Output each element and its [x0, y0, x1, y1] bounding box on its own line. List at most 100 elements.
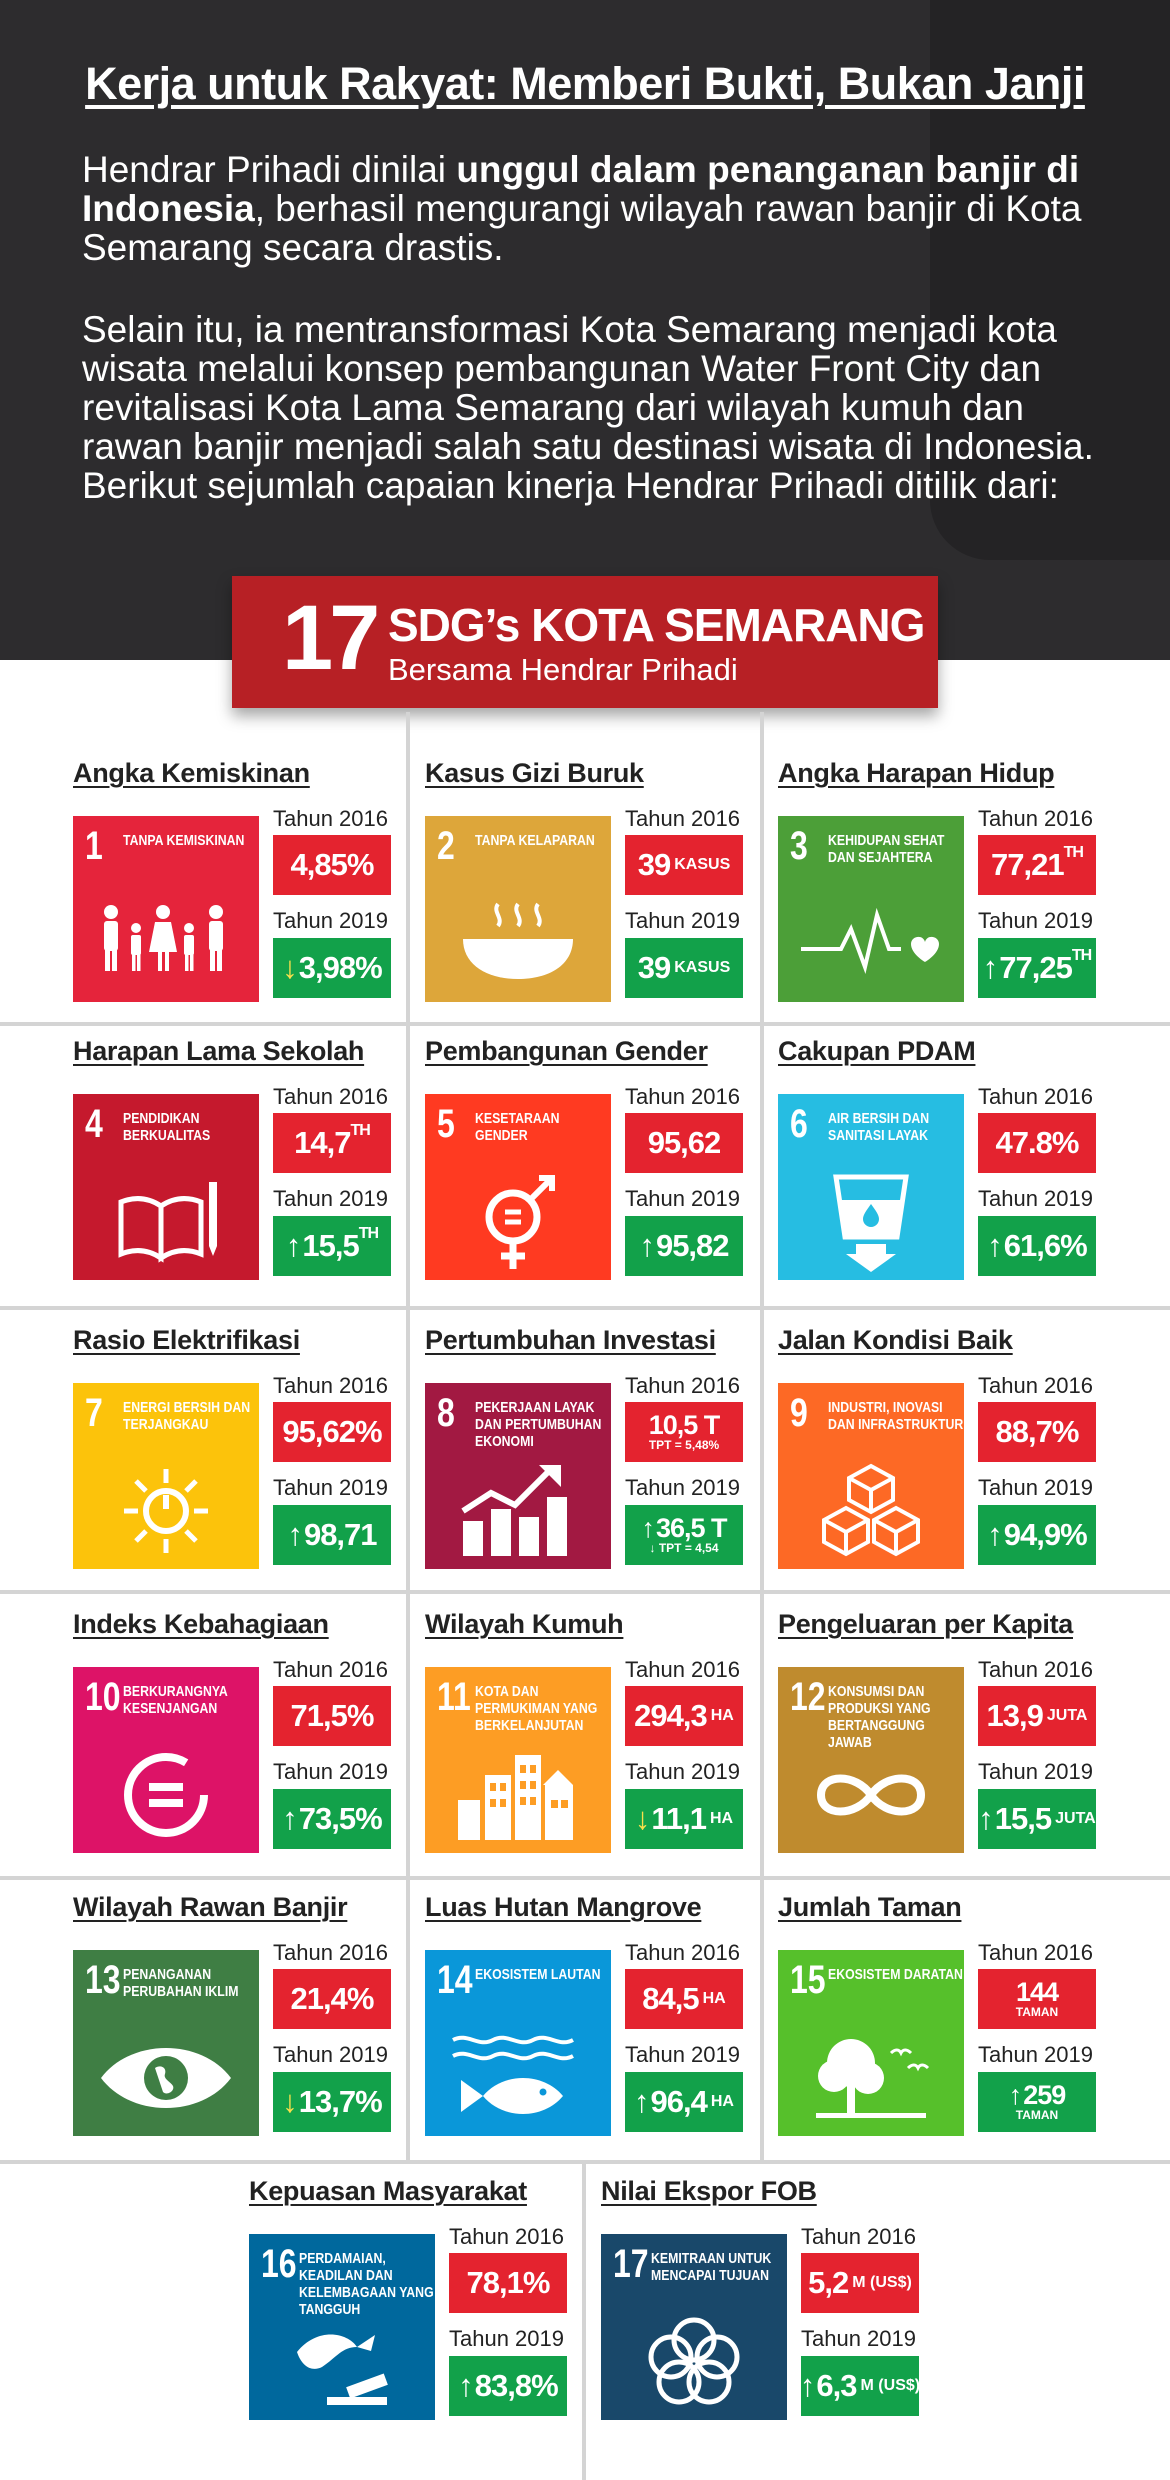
value-2016-badge: 14,7 TH [273, 1113, 391, 1173]
value-2016-note: TPT = 5,48% [648, 1438, 720, 1452]
trend-arrow: ↑ [641, 1513, 654, 1543]
indicator-title: Jumlah Taman [778, 1892, 962, 1922]
sdg-label: PENANGANAN PERUBAHAN IKLIM [123, 1966, 239, 2000]
value-2019-badge: ↑ 98,71 [273, 1505, 391, 1565]
value-2016: 5,2 [808, 2265, 849, 2300]
value-2019-badge: ↑ 6,3 M (US$) [799, 2356, 920, 2416]
sdg-label: KESETARAAN GENDER [475, 1110, 560, 1144]
indicator-card-jumlah-taman: Jumlah Taman 15 EKOSISTEM DARATAN Tahun … [778, 1892, 1118, 2162]
trend-arrow: ↑ [634, 2084, 649, 2119]
sdg-number: 15 [790, 1958, 826, 2002]
value-2019: 95,82 [655, 1228, 730, 1263]
value-2019-badge: ↑ 94,9% [978, 1505, 1096, 1565]
indicator-card-pertumbuhan-investasi: Pertumbuhan Investasi 8 PEKERJAAN LAYAK … [425, 1325, 765, 1595]
value-2019-badge: ↑ 61,6% [978, 1216, 1096, 1276]
sdg-number: 14 [437, 1958, 473, 2002]
indicator-card-angka-harapan-hidup: Angka Harapan Hidup 3 KEHIDUPAN SEHAT DA… [778, 758, 1118, 1028]
value-2019-badge: ↑ 73,5% [273, 1789, 391, 1849]
value-2019: 3,98% [298, 950, 383, 985]
value-2019: 61,6% [1003, 1228, 1088, 1263]
value-2016: 144 [1015, 1977, 1059, 2007]
value-2019: 96,4 [650, 2084, 708, 2119]
year-2019-label: Tahun 2019 [625, 2042, 740, 2067]
grid-divider [406, 712, 410, 2160]
value-2019-badge: ↑ 83,8% [449, 2356, 567, 2416]
year-2016-label: Tahun 2016 [625, 806, 740, 831]
sdg-number: 16 [261, 2242, 297, 2286]
value-2019-sup: TH [358, 1225, 379, 1242]
growth-chart-icon [461, 1465, 567, 1556]
grid-divider [0, 1022, 1170, 1026]
value-2019: 83,8% [474, 2368, 559, 2403]
value-2016-badge: 47.8% [978, 1113, 1096, 1173]
banner-number: 17 [282, 587, 380, 689]
value-2016: 47.8% [995, 1125, 1080, 1160]
sdg-number: 5 [437, 1102, 455, 1146]
grid-divider [582, 2162, 586, 2480]
value-2016: 13,9 [986, 1698, 1044, 1733]
sdg-goal-tile: 7 ENERGI BERSIH DAN TERJANGKAU [73, 1383, 259, 1569]
trend-arrow: ↑ [458, 2368, 473, 2403]
sdg-label: TANPA KELAPARAN [475, 832, 595, 849]
year-2019-label: Tahun 2019 [273, 2042, 388, 2067]
value-2019: 6,3 [816, 2368, 857, 2403]
value-2016-badge: 77,21 TH [978, 835, 1096, 895]
sdg-goal-tile: 6 AIR BERSIH DAN SANITASI LAYAK [778, 1094, 964, 1280]
trend-arrow: ↑ [639, 1228, 654, 1263]
equality-icon [124, 1753, 208, 1837]
indicator-title: Kasus Gizi Buruk [425, 758, 644, 788]
indicator-title: Wilayah Rawan Banjir [73, 1892, 348, 1922]
year-2016-label: Tahun 2016 [625, 1084, 740, 1109]
year-2016-label: Tahun 2016 [273, 1084, 388, 1109]
sdg-banner: 17 SDG’s KOTA SEMARANG Bersama Hendrar P… [232, 576, 938, 708]
year-2016-label: Tahun 2016 [625, 1940, 740, 1965]
year-2019-label: Tahun 2019 [978, 1759, 1093, 1784]
value-2016-badge: 84,5 HA [625, 1969, 743, 2029]
trend-arrow: ↑ [978, 1801, 993, 1836]
value-2016: 88,7% [995, 1414, 1080, 1449]
intro-highlight: unggul dalam penanganan banjir di Indone… [82, 149, 1080, 229]
sdg-goal-tile: 15 EKOSISTEM DARATAN [778, 1950, 964, 2136]
value-2019-sup: TH [1071, 947, 1092, 964]
value-2016-unit: HA [702, 1990, 726, 2007]
value-2016: 78,1% [466, 2265, 551, 2300]
indicator-title: Jalan Kondisi Baik [778, 1325, 1013, 1355]
value-2016: 95,62% [282, 1414, 382, 1449]
intro-paragraph-2-text: Selain itu, ia mentransformasi Kota Sema… [82, 309, 1094, 467]
value-2019-badge: ↑ 15,5 JUTA [978, 1789, 1096, 1849]
value-2019: 36,5 T [655, 1513, 728, 1543]
indicator-card-nilai-ekspor-fob: Nilai Ekspor FOB 17 KEMITRAAN UNTUK MENC… [601, 2176, 941, 2446]
sdg-number: 6 [790, 1102, 808, 1146]
value-2016-badge: 5,2 M (US$) [801, 2253, 919, 2313]
sdg-label: PEKERJAAN LAYAK DAN PERTUMBUHAN EKONOMI [475, 1399, 602, 1450]
indicator-card-cakupan-pdam: Cakupan PDAM 6 AIR BERSIH DAN SANITASI L… [778, 1036, 1118, 1306]
year-2016-label: Tahun 2016 [801, 2224, 916, 2249]
value-2019-unit: HA [710, 1810, 734, 1827]
year-2016-label: Tahun 2016 [625, 1657, 740, 1682]
tree-birds-icon [816, 2039, 930, 2118]
value-2016: 71,5% [290, 1698, 375, 1733]
value-2016: 84,5 [642, 1981, 699, 2016]
year-2016-label: Tahun 2016 [273, 1940, 388, 1965]
sdg-label: PERDAMAIAN, KEADILAN DAN KELEMBAGAAN YAN… [299, 2250, 434, 2318]
dove-gavel-icon [297, 2334, 388, 2405]
trend-arrow: ↑ [987, 1517, 1002, 1552]
indicator-card-jalan-kondisi-baik: Jalan Kondisi Baik 9 INDUSTRI, INOVASI D… [778, 1325, 1118, 1595]
value-2016-sup: TH [1063, 844, 1084, 861]
trend-arrow: ↑ [799, 2368, 815, 2403]
sdg-number: 9 [790, 1391, 808, 1435]
sdg-goal-tile: 13 PENANGANAN PERUBAHAN IKLIM [73, 1950, 259, 2136]
year-2019-label: Tahun 2019 [978, 1475, 1093, 1500]
value-2019-badge: ↓ 11,1 HA [625, 1789, 743, 1849]
value-2019-badge: ↓ 13,7% [273, 2072, 391, 2132]
background-shape [930, 0, 1170, 560]
sdg-number: 1 [85, 824, 103, 868]
sdg-label: EKOSISTEM DARATAN [828, 1966, 963, 1983]
year-2019-label: Tahun 2019 [978, 908, 1093, 933]
sdg-label: PENDIDIKAN BERKUALITAS [123, 1110, 211, 1144]
indicator-card-pembangunan-gender: Pembangunan Gender 5 KESETARAAN GENDER T… [425, 1036, 765, 1306]
page-title: Kerja untuk Rakyat: Memberi Bukti, Bukan… [85, 58, 1085, 109]
value-2019: 98,71 [303, 1517, 378, 1552]
value-2016: 77,21 [991, 847, 1065, 882]
year-2016-label: Tahun 2016 [978, 1373, 1093, 1398]
